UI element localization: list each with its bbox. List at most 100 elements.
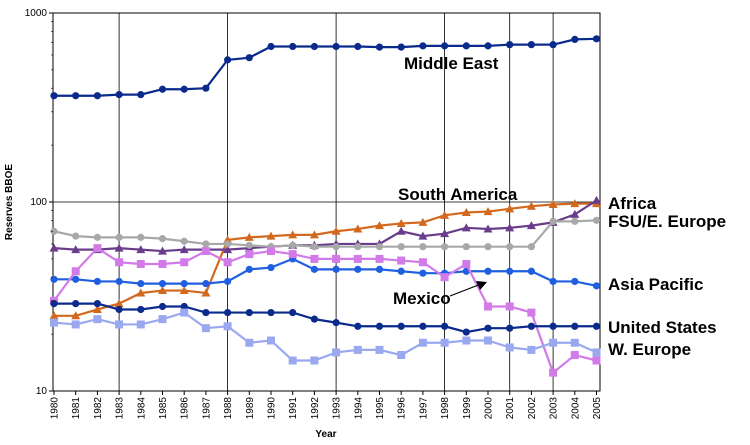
data-point: [224, 308, 232, 317]
data-point: [396, 226, 406, 235]
data-point: [136, 259, 145, 268]
x-tick-label: 1994: [353, 397, 364, 420]
data-point: [93, 300, 101, 308]
x-tick-label: 1999: [462, 397, 473, 420]
data-point: [223, 322, 232, 331]
data-point: [50, 275, 58, 283]
data-point: [267, 42, 275, 51]
x-tick-label: 1995: [375, 397, 386, 420]
data-point: [375, 43, 384, 51]
data-point: [419, 243, 427, 251]
data-point: [440, 273, 449, 282]
data-point: [180, 258, 189, 267]
data-point: [440, 338, 449, 347]
data-point: [332, 348, 341, 357]
data-point: [332, 254, 341, 263]
data-point: [527, 322, 536, 330]
y-tick-label: 10: [36, 386, 48, 397]
data-point: [72, 92, 80, 100]
data-point: [461, 223, 471, 232]
data-point: [266, 231, 276, 240]
data-point: [114, 299, 124, 308]
series-line-asia-pacific: [54, 257, 597, 287]
data-point: [158, 259, 167, 268]
data-point: [180, 280, 188, 288]
data-point: [418, 217, 428, 226]
data-point: [484, 336, 492, 345]
data-point: [484, 324, 492, 332]
data-point: [354, 265, 362, 273]
x-tick-label: 1997: [418, 397, 429, 420]
series-fsu-e-europe: [50, 216, 601, 251]
data-point: [549, 217, 557, 225]
data-point: [310, 265, 318, 273]
data-point: [505, 343, 514, 352]
data-point: [592, 322, 601, 330]
label-w-europe: W. Europe: [608, 340, 691, 359]
x-tick-label: 2000: [484, 397, 495, 420]
series-line-middle-east: [54, 37, 597, 97]
data-point: [137, 91, 145, 99]
data-point: [115, 91, 123, 99]
data-point: [419, 322, 427, 330]
x-tick-label: 1982: [93, 397, 104, 420]
data-point: [158, 302, 167, 311]
data-point: [72, 300, 80, 308]
data-point: [288, 356, 297, 365]
data-point: [202, 280, 210, 288]
label-middle-east: Middle East: [404, 54, 499, 73]
data-point: [592, 348, 601, 357]
series-line-south-america: [54, 202, 597, 317]
data-point: [353, 224, 363, 233]
series-line-africa: [53, 199, 598, 253]
data-point: [570, 351, 579, 360]
data-point: [202, 308, 210, 317]
data-point: [310, 356, 319, 365]
series-middle-east: [50, 35, 601, 100]
data-point: [353, 254, 362, 263]
data-point: [506, 267, 514, 275]
data-point: [441, 42, 449, 50]
data-point: [462, 336, 471, 345]
data-point: [115, 258, 124, 267]
data-point: [179, 286, 189, 295]
x-tick-label: 2003: [549, 397, 560, 420]
data-point: [505, 204, 515, 213]
data-point: [267, 308, 275, 317]
data-point: [375, 322, 384, 330]
data-point: [440, 229, 450, 238]
data-point: [570, 209, 580, 218]
data-point: [267, 247, 275, 256]
data-point: [93, 244, 102, 253]
data-point: [245, 241, 253, 249]
data-point: [201, 288, 211, 297]
data-point: [592, 195, 601, 204]
x-tick-label: 1990: [267, 397, 278, 420]
data-point: [267, 263, 275, 272]
data-point: [180, 85, 188, 93]
x-tick-label: 1984: [136, 397, 147, 420]
data-point: [49, 243, 59, 252]
data-point: [592, 282, 601, 290]
data-point: [71, 245, 81, 254]
data-point: [462, 328, 470, 336]
data-point: [396, 218, 406, 227]
data-point: [397, 351, 406, 360]
data-point: [571, 217, 579, 225]
data-point: [223, 245, 233, 254]
data-point: [158, 280, 167, 288]
x-tick-label: 1992: [310, 397, 321, 420]
data-point: [571, 35, 579, 43]
data-point: [201, 324, 210, 333]
x-tick-label: 1998: [440, 397, 451, 420]
data-point: [484, 302, 492, 311]
x-tick-label: 1987: [201, 397, 212, 420]
data-point: [484, 243, 492, 251]
data-point: [418, 338, 427, 347]
data-point: [136, 288, 146, 297]
data-point: [527, 267, 536, 275]
x-tick-label: 2005: [592, 397, 603, 420]
data-point: [527, 41, 536, 49]
data-point: [310, 254, 319, 263]
data-point: [419, 269, 427, 277]
